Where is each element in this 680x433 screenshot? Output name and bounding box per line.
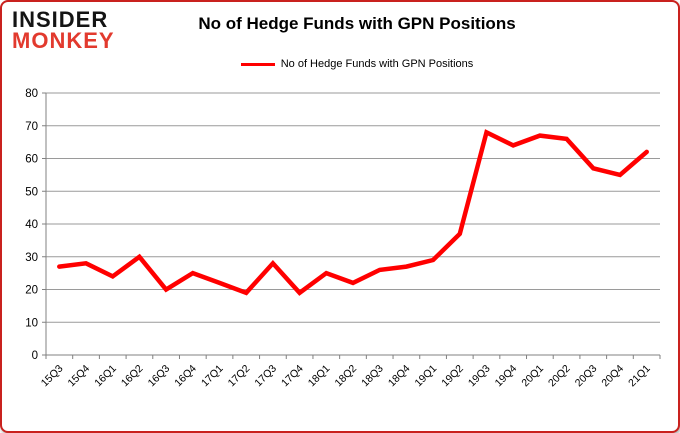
x-axis-label: 18Q1 <box>306 363 333 390</box>
x-axis-label: 19Q1 <box>413 363 440 390</box>
x-axis-label: 18Q3 <box>359 363 386 390</box>
x-axis-label: 20Q3 <box>573 363 600 390</box>
logo-word-monkey: MONKEY <box>12 27 115 53</box>
y-axis-label: 30 <box>25 252 38 264</box>
y-axis-label: 50 <box>25 186 38 198</box>
x-axis-label: 17Q3 <box>252 363 279 390</box>
y-axis-label: 80 <box>25 88 38 100</box>
data-line-series <box>57 129 649 296</box>
x-axis-label: 20Q4 <box>599 363 626 390</box>
x-axis-label: 16Q2 <box>119 363 146 390</box>
y-axis-label: 40 <box>25 219 38 231</box>
x-axis-label: 19Q2 <box>439 363 466 390</box>
x-axis-label: 17Q1 <box>199 363 226 390</box>
x-axis-label: 17Q2 <box>226 363 253 390</box>
insider-monkey-logo: INSIDER MONKEY <box>12 7 115 53</box>
x-axis-label: 19Q4 <box>493 363 520 390</box>
y-axis-label: 70 <box>25 121 38 133</box>
chart-legend: No of Hedge Funds with GPN Positions <box>132 58 582 70</box>
legend-label: No of Hedge Funds with GPN Positions <box>280 58 474 70</box>
x-axis-label: 15Q3 <box>39 363 66 390</box>
x-axis-label: 19Q3 <box>466 363 493 390</box>
legend-line-swatch <box>240 62 275 66</box>
x-axis-label: 21Q1 <box>626 363 653 390</box>
x-axis-label: 15Q4 <box>66 363 93 390</box>
x-axis-label: 16Q4 <box>172 363 199 390</box>
x-axis-label: 18Q4 <box>386 363 413 390</box>
y-axis-label: 0 <box>32 350 38 362</box>
chart-title: No of Hedge Funds with GPN Positions <box>198 14 516 33</box>
x-axis-label: 20Q2 <box>546 363 573 390</box>
y-axis-label: 20 <box>25 285 38 297</box>
x-axis-label: 17Q4 <box>279 363 306 390</box>
x-axis-label: 18Q2 <box>332 363 359 390</box>
y-axis-label: 10 <box>25 317 38 329</box>
y-axis-label: 60 <box>25 154 38 166</box>
logo-word-insider: INSIDER <box>12 7 109 32</box>
x-axis-label: 20Q1 <box>519 363 546 390</box>
x-axis-label: 16Q1 <box>92 363 119 390</box>
x-axis-label: 16Q3 <box>146 363 173 390</box>
